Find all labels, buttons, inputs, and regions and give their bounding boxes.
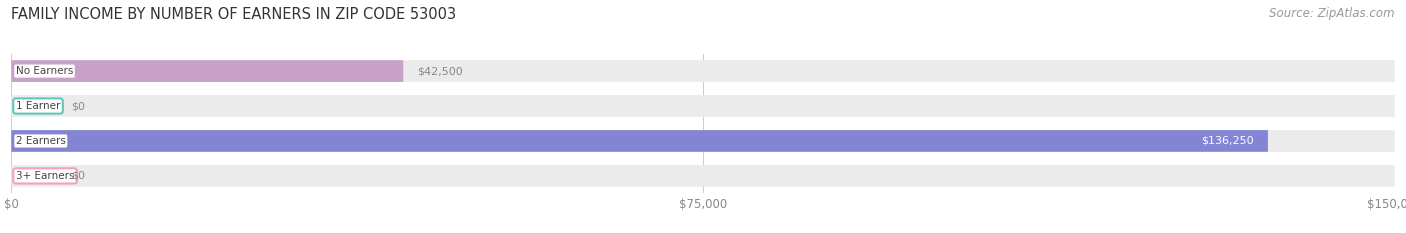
Text: 2 Earners: 2 Earners: [15, 136, 66, 146]
FancyBboxPatch shape: [11, 60, 1395, 82]
Text: 3+ Earners: 3+ Earners: [15, 171, 75, 181]
Text: Source: ZipAtlas.com: Source: ZipAtlas.com: [1270, 7, 1395, 20]
Text: $0: $0: [72, 171, 86, 181]
Text: FAMILY INCOME BY NUMBER OF EARNERS IN ZIP CODE 53003: FAMILY INCOME BY NUMBER OF EARNERS IN ZI…: [11, 7, 457, 22]
Text: $42,500: $42,500: [418, 66, 463, 76]
Text: $136,250: $136,250: [1202, 136, 1254, 146]
Text: 1 Earner: 1 Earner: [15, 101, 60, 111]
FancyBboxPatch shape: [11, 130, 1268, 152]
FancyBboxPatch shape: [11, 95, 1395, 117]
Text: No Earners: No Earners: [15, 66, 73, 76]
FancyBboxPatch shape: [11, 130, 1395, 152]
FancyBboxPatch shape: [11, 60, 404, 82]
FancyBboxPatch shape: [11, 165, 1395, 187]
Text: $0: $0: [72, 101, 86, 111]
